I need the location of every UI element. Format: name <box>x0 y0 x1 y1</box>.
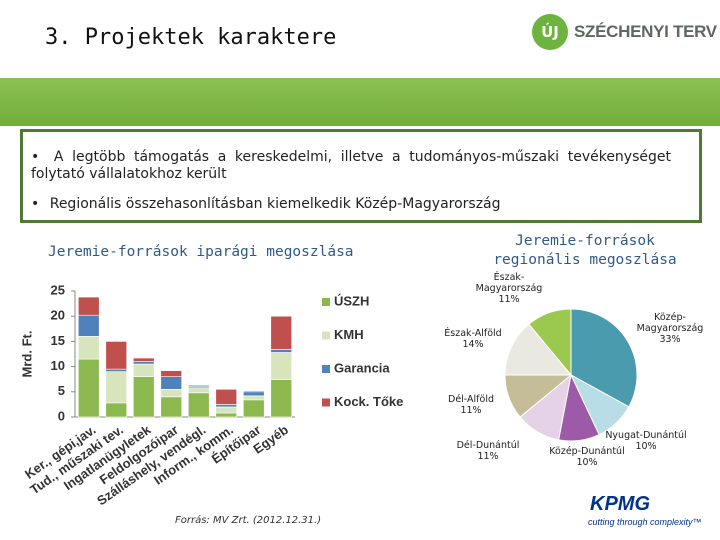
pie-value: 11% <box>498 294 520 305</box>
y-tick-label: 0 <box>58 408 65 423</box>
pie-category: Észak-Magyarország <box>475 272 543 294</box>
bar-segment <box>78 296 100 316</box>
y-tick-label: 25 <box>51 282 65 297</box>
bar-segment <box>78 336 100 360</box>
bar-segment <box>270 352 292 381</box>
chart-title: Jeremie-források iparági megoszlása <box>48 244 354 260</box>
bar-segment <box>215 412 238 418</box>
legend-label: Garancia <box>334 360 390 375</box>
pie-label: Nyugat-Dunántúl 10% <box>603 430 689 452</box>
bar-segment <box>243 395 265 401</box>
pie-value: 33% <box>659 334 681 345</box>
bar-segment <box>270 315 292 350</box>
bar-segment <box>160 388 183 398</box>
bar-segment <box>188 384 210 387</box>
bar-segment <box>270 349 292 353</box>
bar-segment <box>215 406 238 414</box>
bar-segment <box>160 376 183 390</box>
bar-segment <box>133 363 155 377</box>
bar-segment <box>105 368 128 372</box>
legend-swatch <box>322 331 330 340</box>
pie-label: Dél-Dunántúl 11% <box>445 440 531 462</box>
pie-label: Közép-Magyarország 33% <box>627 312 713 345</box>
pie-value: 11% <box>460 405 482 416</box>
pie-label: Észak-Alföld 14% <box>430 328 516 350</box>
legend-swatch <box>322 365 330 373</box>
legend-swatch <box>322 398 330 407</box>
bar-segment <box>160 396 183 418</box>
pie-label: Észak-Magyarország 11% <box>466 272 552 305</box>
bar-segment <box>105 341 128 370</box>
bar-segment <box>105 402 128 418</box>
slide-title: 3. Projektek karaktere <box>45 25 337 50</box>
pie-slice <box>570 308 638 408</box>
pie-label: Közép-Dunántúl 10% <box>544 446 630 468</box>
source: Forrás: MV Zrt. (2012.12.31.) <box>175 515 322 526</box>
y-tick-label: 5 <box>58 383 65 398</box>
pie-value: 14% <box>462 339 484 350</box>
bar-segment <box>243 399 265 418</box>
bar-segment <box>215 388 238 405</box>
pie-slice <box>528 308 572 377</box>
bullet: • A legtöbb támogatás a kereskedelmi, il… <box>31 149 671 182</box>
legend-label: KMH <box>334 327 364 342</box>
y-tick-label: 10 <box>51 358 65 373</box>
footer-tagline: cutting through complexity™ <box>588 517 702 527</box>
legend-label: Kock. Tőke <box>334 394 403 409</box>
pie-value: 10% <box>635 441 657 452</box>
bar-segment <box>270 379 292 418</box>
bar-segment <box>133 361 155 365</box>
pie-category: Dél-Alföld <box>448 394 494 405</box>
bar-segment <box>215 404 238 408</box>
bar-segment <box>78 314 100 337</box>
bar-segment <box>133 357 155 362</box>
pie-value: 11% <box>477 451 499 462</box>
y-tick-label: 20 <box>51 308 65 323</box>
pie-category: Közép-Dunántúl <box>549 446 625 457</box>
bar-segment <box>78 358 100 418</box>
pie-category: Nyugat-Dunántúl <box>605 430 687 441</box>
bar-segment <box>243 390 265 393</box>
pie-category: Közép-Magyarország <box>636 312 704 334</box>
logo-name: SZÉCHENYI TERV <box>574 22 717 41</box>
legend-swatch <box>322 298 330 306</box>
bar-segment <box>243 391 265 397</box>
bar-segment <box>188 392 210 418</box>
pie-category: Észak-Alföld <box>444 328 502 339</box>
pie-label: Dél-Alföld 11% <box>428 394 514 416</box>
bar-segment <box>188 387 210 394</box>
pie-value: 10% <box>576 457 598 468</box>
chart-title: Jeremie-források regionális megoszlása <box>493 233 677 268</box>
bar-segment <box>160 370 183 377</box>
bullet-text: A legtöbb támogatás a kereskedelmi, ille… <box>31 149 671 182</box>
bullet-box: • A legtöbb támogatás a kereskedelmi, il… <box>20 129 702 223</box>
pie-slice <box>504 323 573 376</box>
bullet: • Regionális összehasonlításban kiemelke… <box>31 196 501 212</box>
bar-segment <box>105 371 128 404</box>
green-band <box>0 78 720 126</box>
pie-category: Dél-Dunántúl <box>456 440 520 451</box>
logo-mark: ÚJ <box>532 14 568 50</box>
y-tick-label: 15 <box>51 333 65 348</box>
legend-label: ÚSZH <box>334 293 369 308</box>
bullet-text: Regionális összehasonlításban kiemelkedi… <box>49 196 501 212</box>
bar-segment <box>133 376 155 418</box>
footer-brand: KPMG <box>590 493 650 515</box>
y-axis-label: Mrd. Ft. <box>19 331 34 378</box>
